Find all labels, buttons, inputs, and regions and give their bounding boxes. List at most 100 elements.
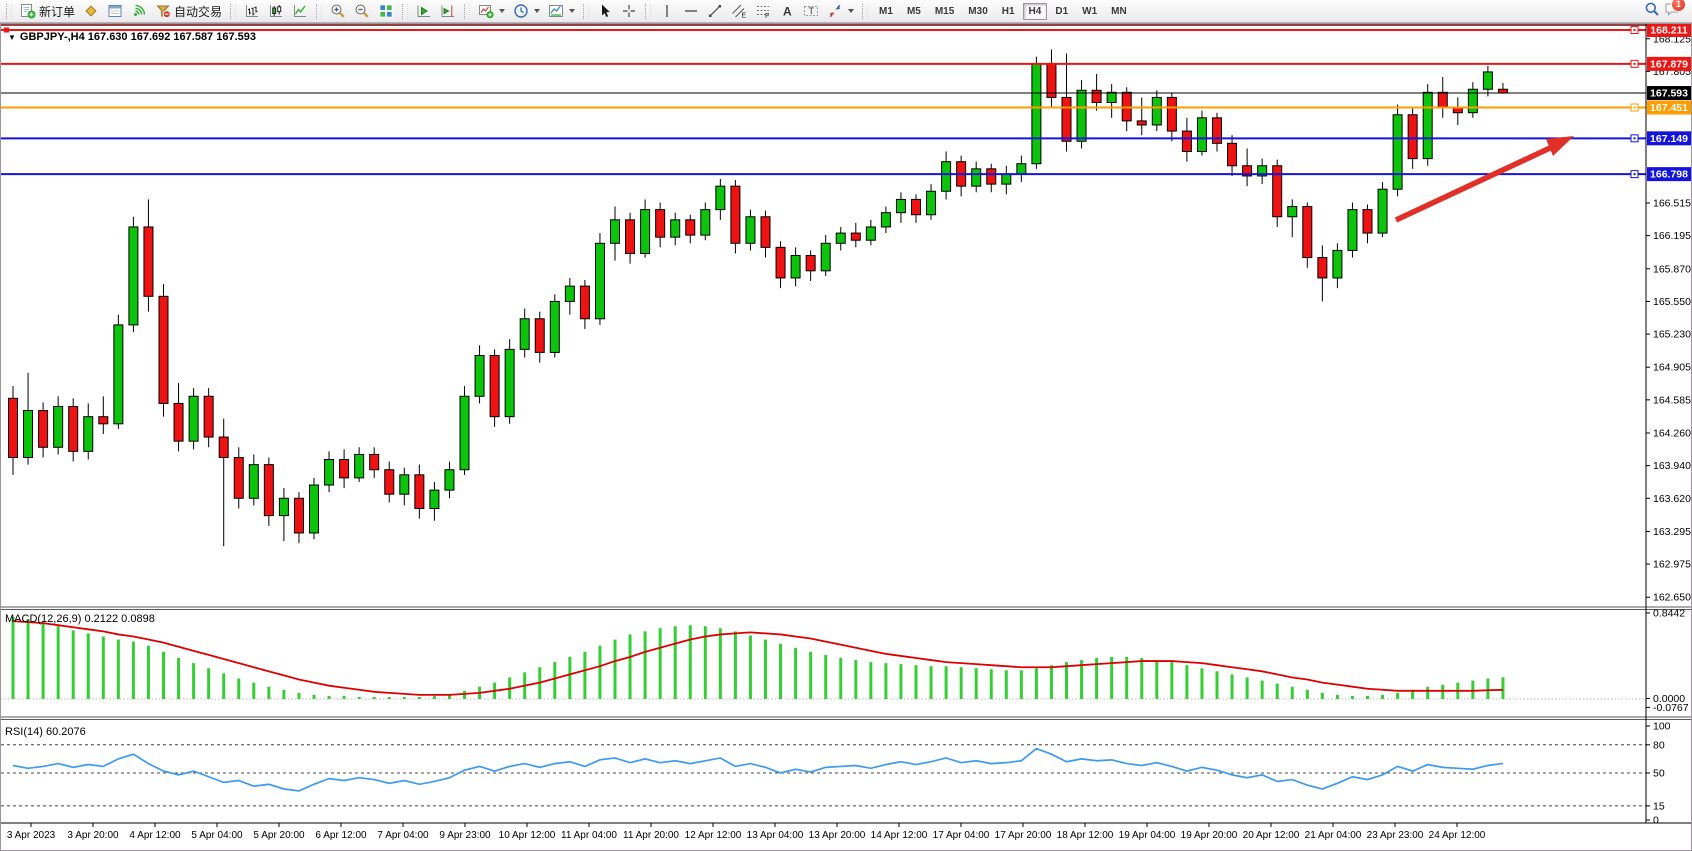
candle-body (128, 226, 139, 326)
timeframe-w1[interactable]: W1 (1082, 5, 1098, 17)
signals-button[interactable] (127, 0, 151, 23)
candle-body (941, 161, 952, 192)
periods-button[interactable] (509, 0, 544, 23)
zoom-out-button[interactable] (350, 0, 374, 23)
bar-chart-button[interactable] (240, 0, 264, 23)
candle-body (880, 212, 891, 228)
timeframe-m15[interactable]: M15 (934, 5, 955, 17)
price-line-label: 168.211 (1650, 25, 1688, 37)
chat-button[interactable]: 1 (1664, 0, 1686, 22)
auto-scroll-icon (416, 3, 432, 19)
zoom-in-icon (330, 3, 346, 19)
price-tick-label: 163.295 (1653, 526, 1691, 538)
search-button[interactable] (1644, 1, 1660, 22)
indicators-button[interactable] (474, 0, 509, 23)
chevron-down-icon[interactable] (848, 9, 855, 13)
fibonacci-button[interactable]: F (751, 0, 775, 23)
candle-body (1362, 209, 1373, 234)
candle-body (384, 469, 395, 495)
price-line-label: 166.798 (1650, 169, 1688, 181)
rsi-pane (1, 744, 1646, 807)
data-window-icon (107, 3, 123, 19)
candle-body (414, 474, 425, 509)
trend-arrow-annotation[interactable] (1394, 136, 1574, 223)
candle-body (685, 219, 696, 236)
zoom-in-button[interactable] (326, 0, 350, 23)
price-tick-label: 162.650 (1653, 592, 1691, 604)
toolbar-group-3 (412, 0, 460, 22)
toolbar-grip[interactable] (316, 3, 323, 19)
macd-signal-line (12, 620, 1503, 696)
price-tick-label: 163.620 (1653, 493, 1691, 505)
timeframe-h4[interactable]: H4 (1022, 2, 1048, 20)
arrows-button[interactable] (823, 0, 858, 23)
chevron-down-icon[interactable] (499, 9, 506, 13)
candle-body (775, 246, 786, 279)
autotrading-button[interactable]: 自动交易 (151, 0, 226, 23)
channel-button[interactable]: E (727, 0, 751, 23)
cursor-button[interactable] (593, 0, 617, 23)
line-chart-button[interactable] (288, 0, 312, 23)
timeframe-m5[interactable]: M5 (906, 5, 921, 17)
templates-button[interactable] (544, 0, 579, 23)
time-label: 7 Apr 04:00 (377, 830, 429, 841)
autotrading-label: 自动交易 (174, 4, 223, 19)
candle-body (1046, 63, 1057, 98)
candle-body (805, 255, 816, 272)
vline-button[interactable] (655, 0, 679, 23)
chevron-down-icon[interactable] (534, 9, 541, 13)
text-button[interactable]: A (775, 0, 799, 23)
hline-button[interactable] (679, 0, 703, 23)
new-order-button[interactable]: 新订单 (16, 0, 79, 23)
candle-body (1151, 96, 1162, 126)
svg-text:T: T (809, 6, 815, 16)
line-anchor-icon[interactable] (4, 27, 9, 33)
time-label: 11 Apr 20:00 (623, 830, 679, 841)
timeframe-m30[interactable]: M30 (968, 5, 988, 17)
time-label: 17 Apr 04:00 (933, 830, 990, 841)
templates-icon (548, 3, 564, 19)
toolbar-grip[interactable] (862, 3, 869, 19)
tile-windows-button[interactable] (374, 0, 398, 23)
periods-icon (513, 3, 529, 19)
chart-shift-button[interactable] (436, 0, 460, 23)
toolbar-group-2 (326, 0, 398, 22)
toolbar-grip[interactable] (583, 3, 590, 19)
trendline-icon (707, 3, 723, 19)
zoom-out-icon (354, 3, 370, 19)
rsi-tick-label: 50 (1653, 768, 1665, 780)
chart-canvas[interactable]: 168.125167.805166.515166.195165.870165.5… (1, 24, 1691, 850)
toolbar-grip[interactable] (6, 3, 12, 19)
candle-body (1257, 165, 1268, 177)
market-watch-button[interactable] (79, 0, 103, 23)
toolbar-grip[interactable] (645, 3, 652, 19)
timeframe-mn[interactable]: MN (1111, 5, 1127, 17)
main-toolbar: 新订单 自动交易 E F A T M1 M5 M15 M30 H1 H4 D1 W1 MN 1 (0, 0, 1692, 23)
timeframe-h1[interactable]: H1 (1001, 5, 1015, 17)
candle-body (1482, 71, 1493, 90)
text-label-button[interactable]: T (799, 0, 823, 23)
timeframe-d1[interactable]: D1 (1055, 5, 1069, 17)
candle-body (926, 190, 937, 216)
candle-body (1061, 96, 1072, 142)
price-line-label: 167.149 (1650, 133, 1688, 145)
chevron-down-icon[interactable] (569, 9, 576, 13)
vline-icon (659, 3, 675, 19)
toolbar-grip[interactable] (230, 3, 237, 19)
candle-body (1001, 173, 1012, 185)
candle-body (1166, 96, 1177, 132)
timeframe-m1[interactable]: M1 (879, 5, 893, 17)
candle-body (324, 459, 335, 486)
toolbar-grip[interactable] (464, 3, 471, 19)
trendline-button[interactable] (703, 0, 727, 23)
candle-chart-button[interactable] (264, 0, 288, 23)
data-window-button[interactable] (103, 0, 127, 23)
auto-scroll-button[interactable] (412, 0, 436, 23)
candle-body (1181, 130, 1192, 152)
toolbar-grip[interactable] (402, 3, 409, 19)
candle-body (1347, 209, 1358, 251)
crosshair-button[interactable] (617, 0, 641, 23)
time-label: 3 Apr 2023 (7, 830, 56, 841)
price-tick-label: 165.230 (1653, 329, 1691, 341)
svg-text:A: A (783, 5, 792, 19)
